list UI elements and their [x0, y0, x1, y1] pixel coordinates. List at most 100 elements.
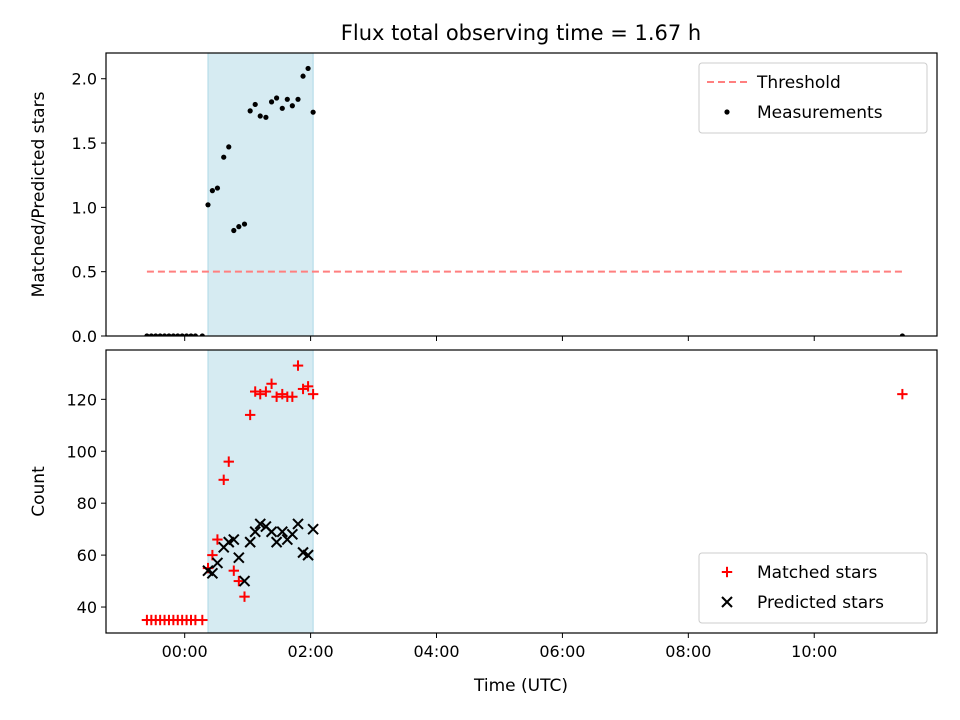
- legend-swatch: [724, 109, 730, 115]
- data-point: [233, 551, 245, 564]
- chart-title: Flux total observing time = 1.67 h: [341, 21, 701, 45]
- data-point: [223, 456, 234, 467]
- data-point: [286, 528, 299, 541]
- legend-label: Measurements: [757, 103, 883, 123]
- plot-area: [141, 360, 908, 626]
- data-point: [148, 333, 154, 336]
- y-tick-label: 120: [66, 390, 97, 409]
- data-point: [263, 114, 269, 120]
- data-point: [144, 333, 150, 336]
- x-stroke: [202, 564, 214, 577]
- x-stroke: [286, 528, 299, 541]
- x-stroke: [238, 575, 251, 587]
- legend-label: Threshold: [756, 73, 841, 93]
- data-point: [307, 523, 319, 535]
- data-point: [268, 99, 275, 105]
- data-point: [300, 73, 306, 79]
- x-tick-label: 04:00: [413, 642, 459, 661]
- data-point: [274, 95, 280, 101]
- data-point: [289, 103, 295, 109]
- data-point: [209, 188, 215, 194]
- x-stroke: [270, 536, 283, 548]
- data-point: [214, 185, 221, 191]
- data-point: [292, 518, 304, 530]
- y-axis-label: Matched/Predicted stars: [29, 91, 49, 297]
- data-point: [233, 575, 245, 587]
- x-tick-label: 00:00: [162, 642, 208, 661]
- data-point: [241, 221, 248, 227]
- data-point: [305, 65, 311, 72]
- series-matched-stars: [141, 360, 908, 626]
- data-point: [244, 409, 256, 421]
- data-point: [252, 101, 258, 108]
- y-tick-label: 0.0: [72, 327, 97, 346]
- data-point: [188, 333, 194, 336]
- legend: Threshold Measurements: [698, 62, 928, 134]
- x-stroke: [260, 520, 272, 533]
- data-point: [226, 144, 232, 150]
- data-point: [302, 549, 314, 561]
- data-point: [266, 378, 277, 389]
- count-panel: 40 60 80 100 120 00:00 02:00 04:00 06:00 08:00 10:…: [29, 349, 938, 661]
- data-point: [170, 333, 176, 336]
- x-stroke: [721, 596, 733, 608]
- x-stroke: [302, 549, 314, 561]
- data-point: [284, 96, 290, 102]
- legend-swatch: [721, 596, 733, 608]
- legend-label: Predicted stars: [757, 593, 884, 613]
- legend: Matched stars Predicted stars: [698, 552, 928, 624]
- data-point: [254, 518, 266, 530]
- data-point: [238, 575, 251, 587]
- data-point: [231, 227, 237, 234]
- data-point: [244, 536, 256, 548]
- x-stroke: [233, 551, 245, 564]
- y-tick-label: 80: [77, 494, 97, 513]
- data-point: [899, 333, 905, 336]
- y-tick-label: 1.0: [72, 198, 97, 217]
- data-point: [247, 108, 253, 114]
- x-stroke: [307, 523, 319, 535]
- data-point: [249, 526, 261, 538]
- data-point: [287, 391, 298, 402]
- x-tick-label: 08:00: [665, 642, 711, 661]
- x-tick-label: 06:00: [539, 642, 585, 661]
- x-stroke: [244, 536, 256, 548]
- data-point: [221, 154, 227, 160]
- data-point: [236, 224, 242, 230]
- x-stroke: [228, 533, 240, 546]
- data-point: [197, 614, 208, 626]
- data-point: [211, 557, 224, 569]
- data-point: [205, 202, 211, 208]
- x-stroke: [276, 526, 288, 538]
- axes-frame: [105, 52, 938, 337]
- x-stroke: [249, 526, 261, 538]
- data-point: [270, 536, 283, 548]
- x-tick-label: 02:00: [288, 642, 334, 661]
- ratio-panel: 0.0 0.5 1.0 1.5 2.0 Matched/Predicted stars Th…: [29, 52, 938, 346]
- data-point: [212, 534, 223, 545]
- data-point: [276, 526, 288, 538]
- x-stroke: [206, 567, 219, 579]
- data-point: [157, 333, 163, 336]
- x-stroke: [254, 518, 266, 530]
- data-point: [292, 360, 304, 371]
- data-point: [239, 591, 250, 602]
- data-point: [218, 474, 229, 486]
- x-stroke: [292, 518, 304, 530]
- x-stroke: [297, 546, 309, 559]
- y-tick-label: 100: [66, 442, 97, 461]
- data-point: [307, 388, 319, 400]
- data-point: [310, 109, 316, 115]
- series-predicted-stars: [202, 518, 319, 587]
- x-tick-label: 10:00: [791, 642, 837, 661]
- data-point: [161, 333, 168, 336]
- data-point: [153, 333, 159, 336]
- data-point: [175, 333, 181, 336]
- data-point: [295, 96, 301, 102]
- data-point: [260, 386, 272, 397]
- data-point: [255, 388, 266, 400]
- x-axis-label: Time (UTC): [473, 676, 568, 696]
- data-point: [228, 565, 239, 576]
- observing-window: [207, 52, 314, 337]
- data-point: [166, 333, 172, 336]
